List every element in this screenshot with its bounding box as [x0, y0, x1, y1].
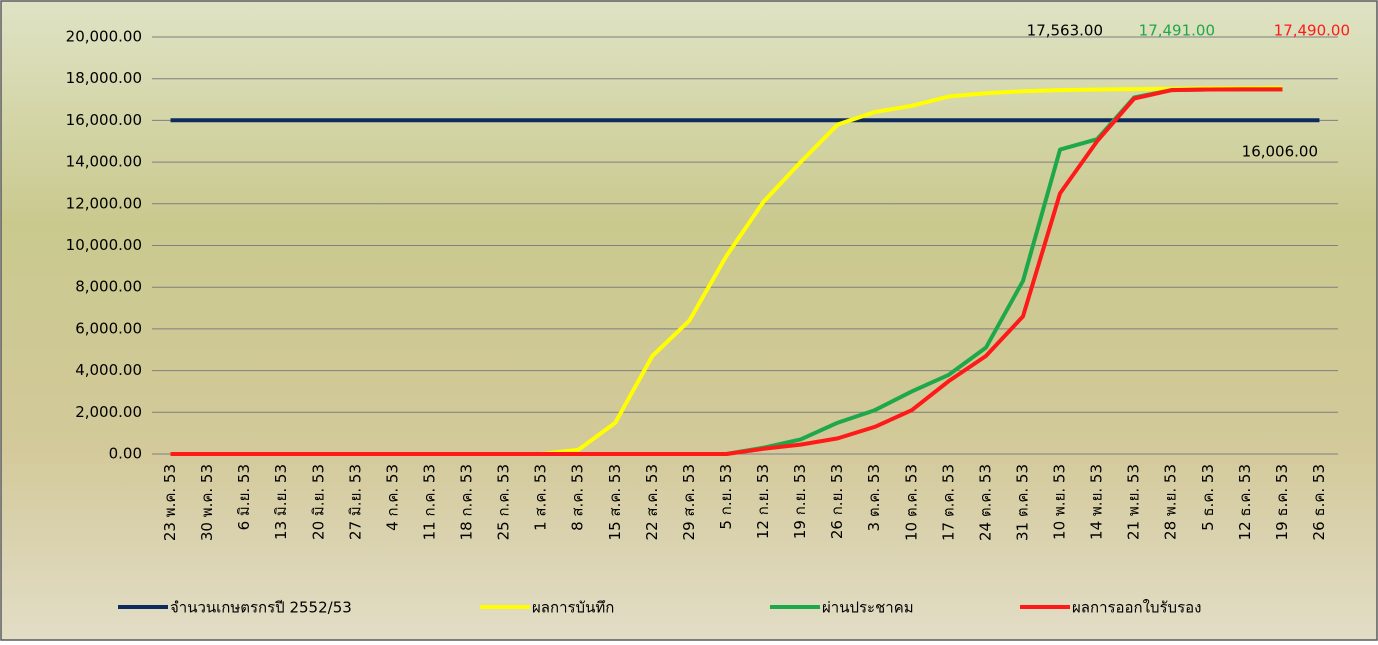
x-tick-label: 15 ส.ค. 53: [606, 464, 624, 540]
y-tick-label: 16,000.00: [66, 111, 142, 129]
x-tick-label: 28 พ.ย. 53: [1162, 464, 1180, 540]
x-tick-label: 21 พ.ย. 53: [1125, 464, 1143, 540]
x-tick-label: 23 พ.ค. 53: [161, 464, 179, 541]
x-tick-label: 22 ส.ค. 53: [643, 464, 661, 540]
x-tick-label: 10 ต.ค. 53: [902, 464, 920, 541]
x-tick-label: 18 ก.ค. 53: [458, 464, 476, 540]
x-tick-label: 1 ส.ค. 53: [532, 464, 550, 531]
x-tick-label: 12 ก.ย. 53: [754, 464, 772, 539]
y-tick-label: 2,000.00: [75, 403, 142, 421]
x-tick-label: 24 ต.ค. 53: [976, 464, 994, 541]
x-tick-label: 19 ก.ย. 53: [791, 464, 809, 539]
x-tick-label: 3 ต.ค. 53: [865, 464, 883, 531]
data-label: 17,491.00: [1139, 22, 1215, 40]
x-tick-label: 5 ธ.ค. 53: [1199, 464, 1217, 531]
x-tick-label: 13 มิ.ย. 53: [272, 464, 290, 540]
x-tick-label: 11 ก.ค. 53: [420, 464, 438, 540]
x-tick-label: 31 ต.ค. 53: [1013, 464, 1031, 541]
x-tick-label: 14 พ.ย. 53: [1088, 464, 1106, 540]
x-tick-label: 25 ก.ค. 53: [495, 464, 513, 540]
data-label: 17,490.00: [1274, 22, 1350, 40]
y-tick-label: 6,000.00: [75, 319, 142, 337]
x-tick-label: 10 พ.ย. 53: [1051, 464, 1069, 540]
x-tick-label: 27 มิ.ย. 53: [346, 464, 364, 540]
x-tick-label: 12 ธ.ค. 53: [1236, 464, 1254, 540]
y-tick-label: 8,000.00: [75, 278, 142, 296]
x-tick-label: 26 ก.ย. 53: [828, 464, 846, 539]
y-tick-label: 10,000.00: [66, 236, 142, 254]
y-tick-label: 12,000.00: [66, 194, 142, 212]
x-tick-label: 20 มิ.ย. 53: [309, 464, 327, 540]
y-tick-label: 4,000.00: [75, 361, 142, 379]
legend-label: ผลการออกใบรับรอง: [1072, 599, 1201, 617]
legend-label: ผลการบันทึก: [532, 599, 614, 617]
y-tick-label: 0.00: [109, 445, 142, 463]
y-tick-label: 18,000.00: [66, 69, 142, 87]
data-label: 16,006.00: [1242, 143, 1318, 161]
x-tick-label: 29 ส.ค. 53: [680, 464, 698, 540]
x-tick-label: 19 ธ.ค. 53: [1273, 464, 1291, 540]
x-tick-label: 6 มิ.ย. 53: [235, 464, 253, 530]
x-tick-label: 5 ก.ย. 53: [717, 464, 735, 530]
y-tick-label: 14,000.00: [66, 153, 142, 171]
x-tick-label: 8 ส.ค. 53: [569, 464, 587, 531]
y-tick-label: 20,000.00: [66, 28, 142, 46]
legend-label: จำนวนเกษตรกรปี 2552/53: [170, 599, 352, 617]
data-label: 17,563.00: [1027, 22, 1103, 40]
x-tick-label: 17 ต.ค. 53: [939, 464, 957, 541]
x-tick-label: 30 พ.ค. 53: [198, 464, 216, 541]
legend-label: ผ่านประชาคม: [822, 599, 914, 617]
x-tick-label: 4 ก.ค. 53: [383, 464, 401, 531]
series-line: [170, 87, 1283, 456]
x-tick-label: 26 ธ.ค. 53: [1310, 464, 1328, 540]
